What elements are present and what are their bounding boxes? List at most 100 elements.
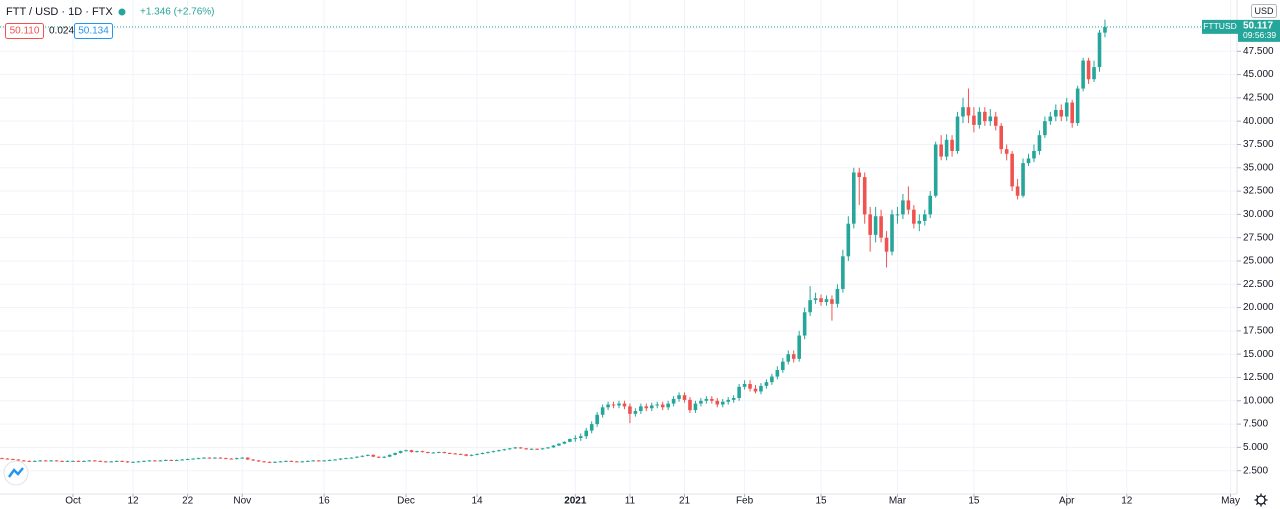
- candle-body: [873, 216, 878, 235]
- candle-body: [710, 398, 714, 401]
- price-name-tag: [1202, 19, 1238, 34]
- candle-body: [742, 384, 747, 387]
- price-value: 50.117: [1243, 21, 1273, 32]
- candle-body: [589, 424, 594, 431]
- candle-body: [1010, 153, 1014, 187]
- candle-body: [54, 460, 59, 462]
- candle-body: [1075, 88, 1080, 124]
- candle-body: [43, 460, 48, 462]
- candles: [0, 19, 1107, 463]
- candle-body: [131, 461, 135, 463]
- candle-body: [27, 460, 32, 462]
- x-tick-label: Apr: [1059, 496, 1075, 507]
- candle-body: [546, 447, 550, 449]
- candle-body: [158, 460, 163, 462]
- candle-body: [639, 406, 643, 412]
- candle-body: [628, 406, 632, 414]
- candle-body: [999, 125, 1004, 150]
- candle-body: [273, 461, 277, 463]
- candle-body: [497, 450, 501, 452]
- candle-body: [475, 453, 479, 455]
- candle-body: [933, 144, 938, 196]
- x-tick-label: 11: [625, 496, 636, 507]
- candle-body: [382, 456, 387, 458]
- candle-body: [633, 411, 638, 414]
- candle-body: [502, 449, 507, 451]
- ask-box[interactable]: [74, 23, 113, 39]
- change: +1.346 (+2.76%): [140, 7, 215, 18]
- y-tick-label: 47.500: [1243, 46, 1274, 57]
- candle-body: [944, 139, 949, 157]
- candle-body: [813, 298, 818, 301]
- spread: 0.024: [49, 26, 74, 37]
- candle-body: [289, 460, 294, 462]
- candle-body: [114, 460, 119, 462]
- candle-body: [387, 454, 392, 457]
- candle-body: [1043, 121, 1047, 136]
- candle-body: [11, 459, 15, 461]
- candle-body: [1097, 32, 1102, 68]
- candle-body: [311, 460, 316, 462]
- candle-body: [38, 460, 43, 462]
- candle-body: [890, 214, 894, 252]
- grid: [0, 0, 1237, 494]
- logo-icon: [7, 467, 24, 478]
- candle-body: [857, 172, 862, 178]
- candle-body: [584, 430, 589, 437]
- candle-body: [983, 111, 987, 122]
- candle-body: [677, 395, 681, 399]
- candle-body: [693, 403, 698, 411]
- candle-body: [1015, 186, 1020, 196]
- candle-body: [87, 460, 92, 462]
- ask: 50.134: [78, 26, 109, 37]
- candle-body: [295, 461, 299, 463]
- x-tick-label: 14: [471, 496, 483, 507]
- candle-body: [404, 450, 408, 452]
- candle-body: [557, 443, 561, 446]
- candle-body: [841, 256, 845, 289]
- candle-body: [906, 200, 911, 210]
- candle-body: [753, 388, 758, 392]
- candle-body: [884, 237, 889, 252]
- candle-body: [649, 405, 654, 409]
- candle-body: [901, 200, 905, 215]
- candle-body: [136, 461, 141, 463]
- candle-body: [535, 448, 539, 450]
- candle-body: [164, 459, 168, 461]
- candle-body: [966, 107, 971, 116]
- candle-body: [704, 398, 709, 401]
- candle-body: [770, 376, 774, 383]
- candle-body: [715, 400, 720, 405]
- candle-body: [125, 461, 130, 463]
- candle-body: [458, 453, 463, 455]
- candle-body: [300, 461, 305, 463]
- candle-body: [671, 398, 676, 404]
- price-tag: [1238, 19, 1280, 42]
- candle-body: [895, 214, 900, 216]
- y-tick-label: 42.500: [1243, 93, 1274, 104]
- candle-body: [551, 445, 556, 448]
- candle-body: [655, 404, 660, 406]
- candle-body: [251, 459, 255, 461]
- candle-body: [1004, 149, 1009, 154]
- candle-body: [360, 455, 365, 457]
- settings[interactable]: [1254, 493, 1268, 507]
- candle-body: [207, 457, 212, 459]
- candle-body: [32, 460, 37, 462]
- candle-body: [513, 447, 518, 449]
- y-tick-label: 27.500: [1243, 232, 1274, 243]
- candle-body: [879, 216, 883, 238]
- y-tick-label: 2.500: [1243, 465, 1268, 476]
- candle-body: [568, 439, 572, 442]
- candle-body: [507, 448, 512, 450]
- x-tick-label: Feb: [736, 496, 754, 507]
- candle-body: [22, 460, 26, 462]
- candle-body: [464, 454, 468, 456]
- bid-box[interactable]: [5, 23, 44, 39]
- candle-body: [169, 459, 174, 461]
- axes: 2.500 5.000 7.500 10.000 12.500 15.000 17.500 2…: [0, 4, 1280, 507]
- candle-body: [922, 214, 927, 221]
- candle-body: [447, 452, 452, 454]
- candle-body: [65, 460, 70, 462]
- candle-body: [349, 457, 354, 459]
